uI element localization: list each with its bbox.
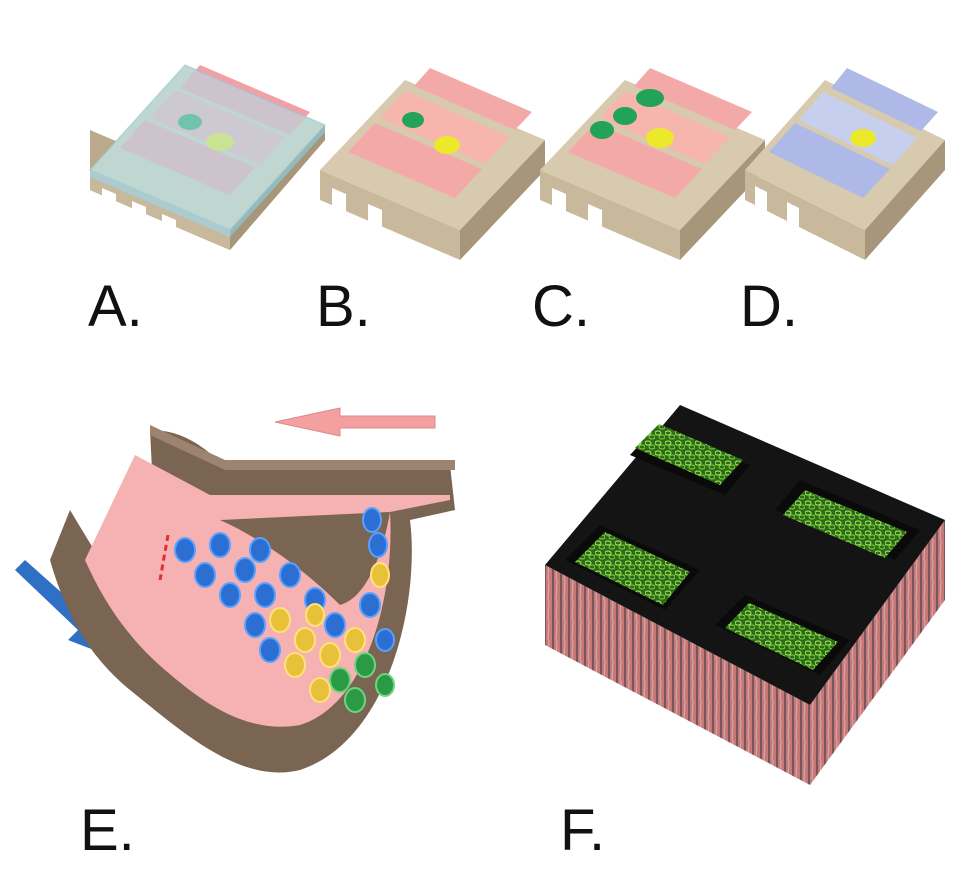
label-f: F.	[560, 798, 606, 863]
yellow-cell-icon	[850, 129, 876, 147]
green-cell-icon	[590, 121, 614, 139]
green-cell-icon	[402, 112, 424, 128]
panel-e-illustration	[15, 407, 455, 773]
cell-cluster	[174, 507, 395, 713]
panel-f-scaffold	[535, 400, 955, 800]
panel-c-device	[530, 30, 780, 260]
panel-a-device	[80, 30, 330, 260]
panel-d-device	[735, 30, 960, 260]
label-a: A.	[88, 274, 143, 339]
label-c: C.	[532, 274, 590, 339]
panel-e-vessel	[10, 400, 480, 800]
panel-b-device	[310, 30, 560, 260]
green-cell-icon	[613, 107, 637, 125]
panel-b-illustration	[320, 68, 545, 260]
yellow-cell-icon	[434, 136, 460, 154]
panel-d-illustration	[745, 68, 945, 260]
label-d: D.	[740, 274, 798, 339]
label-b: B.	[316, 274, 371, 339]
green-cell-icon	[636, 89, 664, 107]
panel-a-illustration	[88, 64, 327, 252]
panel-f-illustration	[545, 405, 945, 785]
panel-c-illustration	[540, 68, 765, 260]
yellow-cell-icon	[646, 128, 674, 148]
label-e: E.	[80, 798, 135, 863]
arrow-left-icon	[274, 407, 436, 437]
